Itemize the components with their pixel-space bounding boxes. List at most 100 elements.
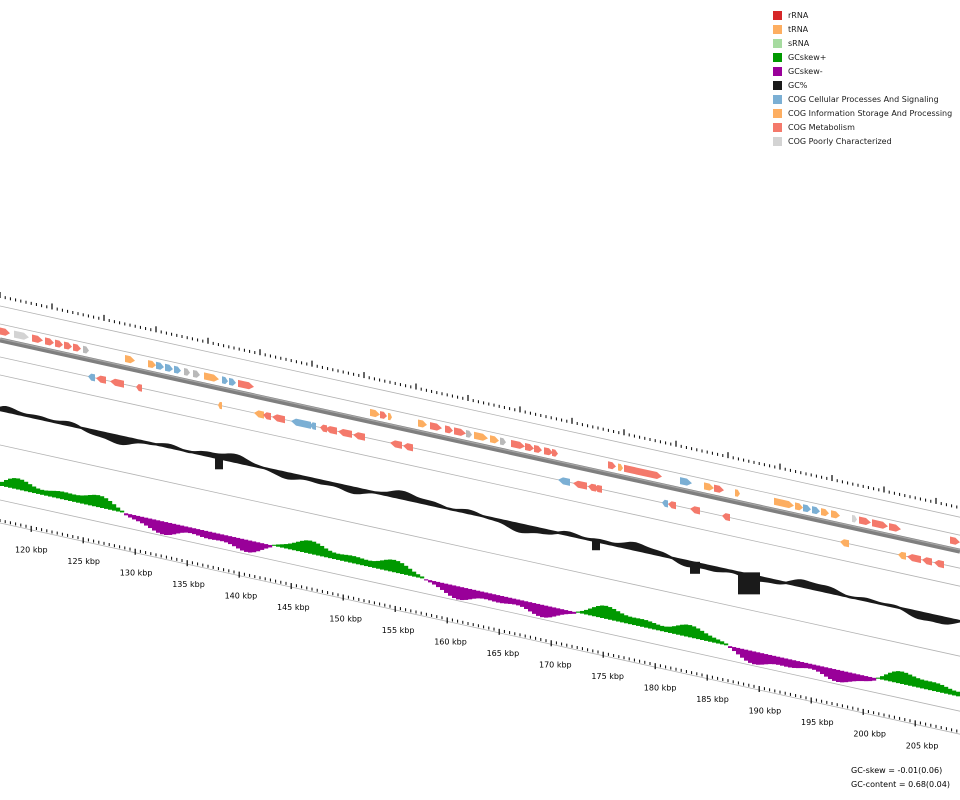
tick-label: 205 kbp xyxy=(906,741,939,750)
tick-label: 145 kbp xyxy=(277,603,310,612)
cog-metabolism-swatch xyxy=(773,122,782,132)
skew-positive-bar xyxy=(276,544,281,547)
skew-negative-bar xyxy=(252,541,257,553)
skew-positive-bar xyxy=(272,544,277,546)
skew-positive-bar xyxy=(68,493,73,501)
skew-negative-bar xyxy=(232,537,237,547)
legend-label: COG Information Storage And Processing xyxy=(788,108,953,118)
skew-positive-bar xyxy=(388,559,393,572)
skew-positive-bar xyxy=(704,633,709,641)
skew-positive-bar xyxy=(884,674,889,681)
tick-label: 170 kbp xyxy=(539,661,572,670)
skew-positive-bar xyxy=(16,478,21,490)
gene-arrow xyxy=(370,408,380,418)
gc-content-stat: GC-content = 0.68(0.04) xyxy=(851,780,950,789)
skew-positive-bar xyxy=(896,671,901,684)
skew-positive-bar xyxy=(72,494,77,502)
skew-negative-bar xyxy=(184,526,189,533)
gene-arrow xyxy=(662,499,668,508)
skew-positive-bar xyxy=(36,488,41,494)
skew-positive-bar xyxy=(412,571,417,577)
skew-negative-bar xyxy=(208,531,213,540)
track-line xyxy=(0,374,960,587)
gene-arrow xyxy=(552,448,558,457)
gene-arrow xyxy=(500,437,506,446)
skew-negative-bar xyxy=(468,588,473,600)
tick-label: 160 kbp xyxy=(434,638,467,647)
skew-positive-bar xyxy=(316,543,321,556)
skew-positive-bar xyxy=(584,609,589,615)
gene-arrow xyxy=(64,341,72,350)
skew-negative-bar xyxy=(736,647,741,655)
skew-positive-bar xyxy=(108,500,113,510)
tick-label: 120 kbp xyxy=(15,545,48,554)
skew-negative-bar xyxy=(536,603,541,616)
skew-negative-bar xyxy=(460,587,465,601)
skew-negative-bar xyxy=(432,581,437,585)
skew-positive-bar xyxy=(940,684,945,693)
skew-positive-bar xyxy=(920,679,925,689)
skew-negative-bar xyxy=(132,515,137,520)
gene-arrow xyxy=(573,480,587,490)
skew-negative-bar xyxy=(248,540,253,553)
skew-negative-bar xyxy=(176,524,181,534)
gcskew-pos-swatch xyxy=(773,52,782,62)
gene-arrow xyxy=(511,439,525,449)
gc-profile xyxy=(0,406,960,625)
gene-arrow xyxy=(594,485,602,493)
skew-negative-bar xyxy=(204,530,209,539)
gene-arrow xyxy=(608,461,616,470)
skew-positive-bar xyxy=(924,680,929,690)
skew-positive-bar xyxy=(80,495,85,504)
skew-negative-bar xyxy=(776,656,781,665)
skew-positive-bar xyxy=(692,626,697,639)
tick-label: 135 kbp xyxy=(172,580,205,589)
skew-positive-bar xyxy=(44,490,49,496)
skew-negative-bar xyxy=(824,667,829,677)
skew-positive-bar xyxy=(676,625,681,635)
skew-negative-bar xyxy=(852,673,857,682)
skew-negative-bar xyxy=(764,654,769,665)
gene-arrow xyxy=(110,378,124,388)
skew-negative-bar xyxy=(128,514,133,518)
skew-positive-bar xyxy=(620,613,625,623)
skew-positive-bar xyxy=(292,542,297,551)
skew-positive-bar xyxy=(644,620,649,628)
skew-positive-bar xyxy=(588,608,593,616)
gene-arrow xyxy=(950,536,960,545)
legend-label: GCskew+ xyxy=(788,52,827,62)
skew-negative-bar xyxy=(424,579,429,581)
skew-positive-bar xyxy=(596,605,601,618)
skew-negative-bar xyxy=(508,597,513,604)
skew-negative-bar xyxy=(264,544,269,549)
skew-negative-bar xyxy=(136,515,141,522)
gene-arrow xyxy=(454,427,466,436)
gene-arrow xyxy=(821,508,829,517)
gene-arrow xyxy=(889,523,901,532)
gene-arrow xyxy=(310,422,316,430)
skew-negative-bar xyxy=(856,674,861,682)
skew-negative-bar xyxy=(532,603,537,614)
gene-arrow xyxy=(125,355,135,364)
gene-arrow xyxy=(32,334,43,343)
skew-positive-bar xyxy=(928,681,933,691)
skew-positive-bar xyxy=(696,628,701,640)
gene-arrow xyxy=(338,429,352,438)
gene-arrow xyxy=(229,377,236,386)
skew-positive-bar xyxy=(56,491,61,499)
cog-poorly-swatch xyxy=(773,136,782,146)
skew-positive-bar xyxy=(284,544,289,549)
skew-negative-bar xyxy=(800,662,805,669)
skew-positive-bar xyxy=(288,543,293,550)
skew-positive-bar xyxy=(912,676,917,687)
skew-positive-bar xyxy=(28,484,33,493)
skew-positive-bar xyxy=(932,682,937,692)
skew-positive-bar xyxy=(32,486,37,494)
skew-negative-bar xyxy=(752,651,757,665)
skew-positive-bar xyxy=(372,561,377,568)
skew-positive-bar xyxy=(700,630,705,640)
skew-positive-bar xyxy=(392,559,397,573)
skew-positive-bar xyxy=(340,554,345,561)
skew-negative-bar xyxy=(788,659,793,668)
skew-negative-bar xyxy=(572,611,577,614)
